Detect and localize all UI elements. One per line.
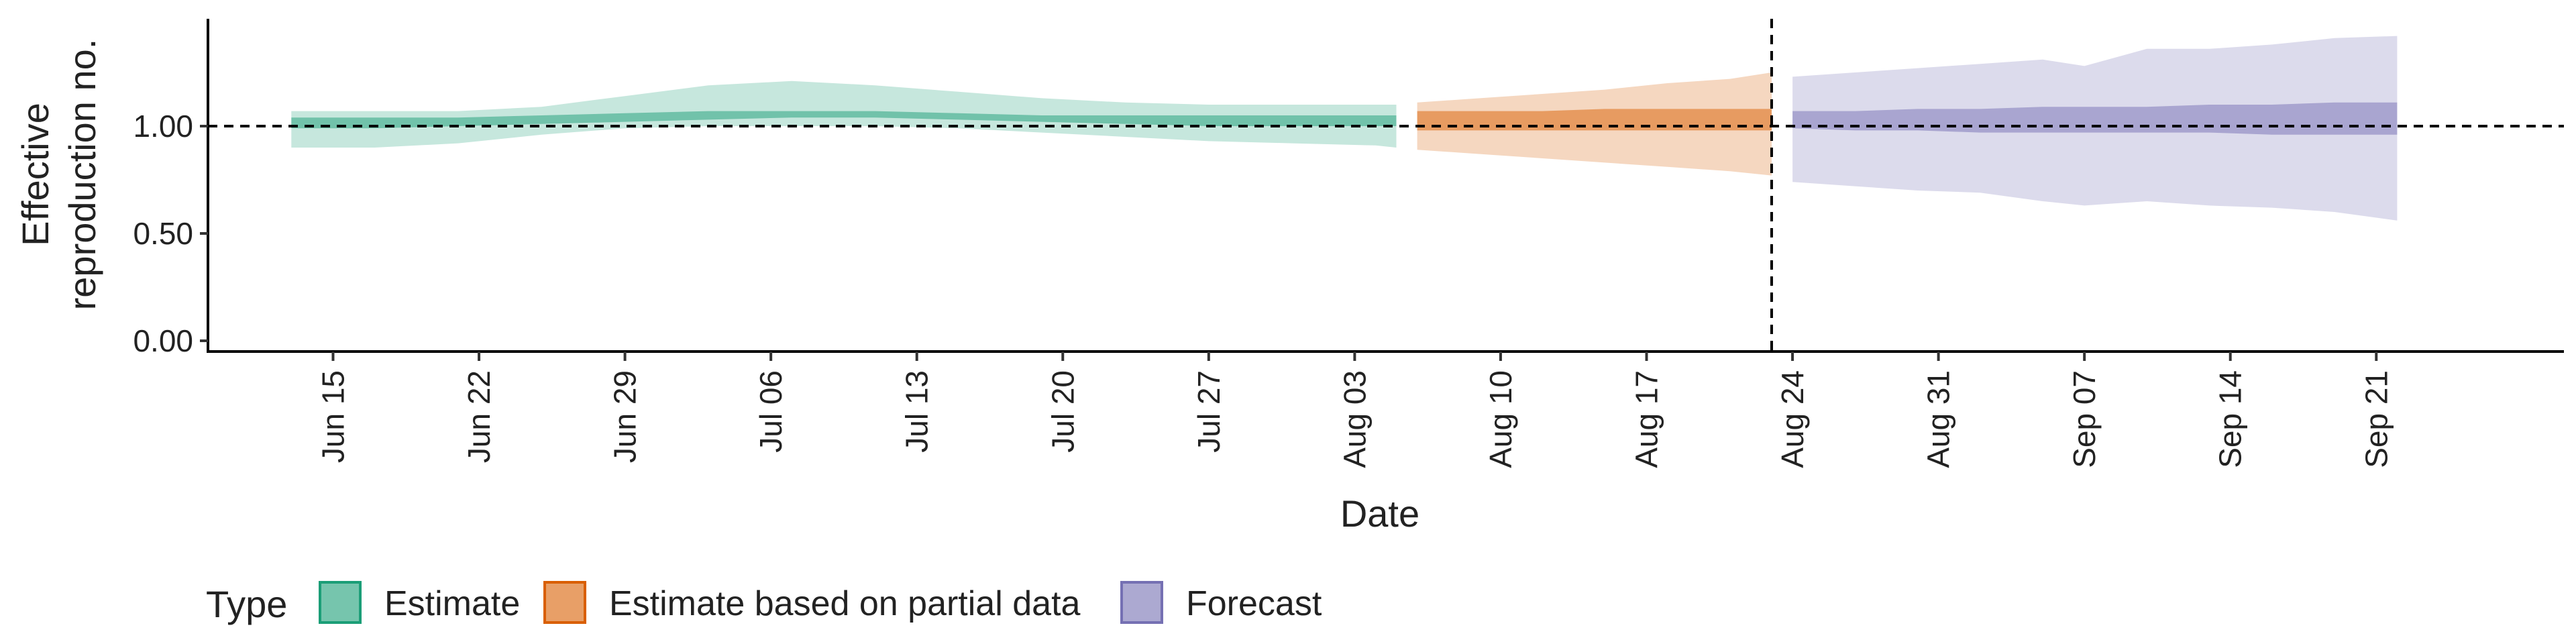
legend-key-forecast	[1120, 581, 1163, 624]
x-tick-label: Sep 14	[2213, 370, 2248, 468]
estimate-band-50	[291, 111, 1397, 129]
x-tick-label: Jul 13	[900, 370, 934, 453]
x-axis-label: Date	[1340, 492, 1419, 535]
y-tick-label: 0.00	[133, 323, 193, 358]
x-tick-label: Jul 27	[1191, 370, 1226, 453]
x-tick-label: Sep 21	[2359, 370, 2394, 468]
x-tick-label: Jun 29	[608, 370, 643, 463]
x-tick-label: Aug 31	[1921, 370, 1956, 468]
legend-key-estimate	[319, 581, 362, 624]
estimate-based-on-partial-data-band-50	[1417, 109, 1772, 131]
y-axis-label-line2: reproduction no.	[61, 39, 103, 311]
x-tick-label: Jun 22	[462, 370, 496, 463]
legend-label-forecast: Forecast	[1186, 584, 1322, 623]
x-tick-label: Aug 17	[1629, 370, 1664, 468]
legend: Type Estimate Estimate based on partial d…	[206, 581, 1322, 625]
x-tick-label: Aug 10	[1483, 370, 1518, 468]
y-tick-layer: 0.00 0.50 1.00	[133, 109, 208, 358]
y-tick-label: 0.50	[133, 216, 193, 251]
legend-label-estimate: Estimate	[384, 584, 520, 623]
forecast-band-50	[1792, 102, 2398, 135]
x-tick-label: Jun 15	[316, 370, 351, 463]
y-axis-label-line1: Effective	[14, 103, 56, 246]
legend-label-estimate-based-on-partial-data: Estimate based on partial data	[609, 584, 1081, 623]
legend-title: Type	[206, 583, 287, 625]
x-tick-label: Jul 06	[753, 370, 788, 453]
x-tick-label: Jul 20	[1045, 370, 1080, 453]
axes-layer	[207, 19, 2564, 353]
x-tick-layer: Jun 15 Jun 22 Jun 29 Jul 06 Jul 13 Jul 20 Jul …	[316, 352, 2394, 468]
legend-key-estimate-based-on-partial-data	[543, 581, 586, 624]
x-tick-label: Aug 24	[1775, 370, 1810, 468]
x-tick-label: Aug 03	[1337, 370, 1372, 468]
band-layer	[291, 36, 2398, 221]
x-tick-label: Sep 07	[2067, 370, 2102, 468]
y-tick-label: 1.00	[133, 109, 193, 144]
reference-lines	[208, 19, 2564, 352]
